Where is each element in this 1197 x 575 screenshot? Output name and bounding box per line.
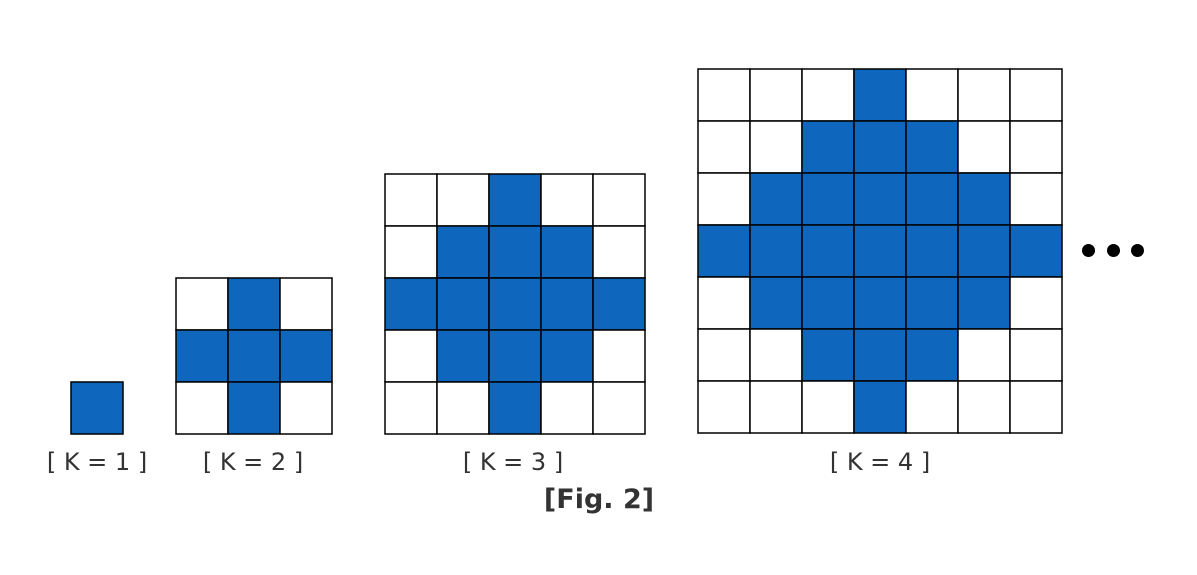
filled-cell [279,329,333,383]
empty-cell [384,381,438,435]
filled-cell [749,172,803,226]
filled-cell [801,224,855,278]
filled-cell [592,277,646,331]
pattern-label-k4: [ K = 4 ] [829,448,931,476]
filled-cell [540,277,594,331]
filled-cell [488,329,542,383]
filled-cell [436,225,490,279]
empty-cell [1009,380,1063,434]
filled-cell [384,277,438,331]
empty-cell [749,120,803,174]
filled-cell [853,328,907,382]
filled-cell [227,329,281,383]
pattern-label-k1: [ K = 1 ] [46,448,148,476]
empty-cell [697,328,751,382]
empty-cell [540,381,594,435]
filled-cell [853,68,907,122]
filled-cell [749,276,803,330]
empty-cell [957,380,1011,434]
filled-cell [957,276,1011,330]
filled-cell [436,329,490,383]
filled-cell [801,328,855,382]
empty-cell [384,225,438,279]
empty-cell [749,380,803,434]
pattern-label-k3: [ K = 3 ] [462,448,564,476]
pattern-grid-k1 [70,381,124,435]
empty-cell [905,68,959,122]
pattern-grid-k4 [697,68,1063,434]
empty-cell [957,120,1011,174]
empty-cell [279,277,333,331]
empty-cell [1009,276,1063,330]
ellipsis-dot [1106,243,1120,257]
pattern-grid-k3 [384,173,646,435]
filled-cell [227,381,281,435]
empty-cell [540,173,594,227]
filled-cell [436,277,490,331]
filled-cell [540,225,594,279]
empty-cell [697,276,751,330]
filled-cell [488,381,542,435]
filled-cell [1009,224,1063,278]
pattern-label-k2: [ K = 2 ] [202,448,304,476]
filled-cell [227,277,281,331]
empty-cell [697,172,751,226]
empty-cell [697,120,751,174]
filled-cell [488,277,542,331]
empty-cell [697,380,751,434]
filled-cell [697,224,751,278]
filled-cell [853,276,907,330]
pattern-grid-k2 [175,277,333,435]
filled-cell [957,224,1011,278]
empty-cell [436,381,490,435]
empty-cell [957,68,1011,122]
empty-cell [905,380,959,434]
filled-cell [175,329,229,383]
empty-cell [384,173,438,227]
empty-cell [1009,120,1063,174]
empty-cell [175,277,229,331]
filled-cell [488,225,542,279]
empty-cell [592,173,646,227]
continuation-ellipsis-icon [1082,242,1144,258]
figure-caption: [Fig. 2] [543,484,655,515]
filled-cell [853,224,907,278]
filled-cell [749,224,803,278]
filled-cell [853,380,907,434]
filled-cell [905,224,959,278]
empty-cell [749,328,803,382]
filled-cell [801,120,855,174]
filled-cell [801,172,855,226]
empty-cell [175,381,229,435]
filled-cell [905,120,959,174]
filled-cell [905,328,959,382]
filled-cell [905,276,959,330]
filled-cell [905,172,959,226]
ellipsis-dot [1131,243,1144,257]
ellipsis-dot [1082,243,1095,257]
empty-cell [384,329,438,383]
empty-cell [592,329,646,383]
filled-cell [853,120,907,174]
empty-cell [957,328,1011,382]
empty-cell [436,173,490,227]
empty-cell [592,225,646,279]
empty-cell [1009,172,1063,226]
empty-cell [279,381,333,435]
filled-cell [957,172,1011,226]
empty-cell [801,68,855,122]
filled-cell [488,173,542,227]
empty-cell [749,68,803,122]
filled-cell [70,381,124,435]
empty-cell [801,380,855,434]
empty-cell [697,68,751,122]
filled-cell [540,329,594,383]
filled-cell [801,276,855,330]
empty-cell [1009,68,1063,122]
empty-cell [1009,328,1063,382]
filled-cell [853,172,907,226]
empty-cell [592,381,646,435]
